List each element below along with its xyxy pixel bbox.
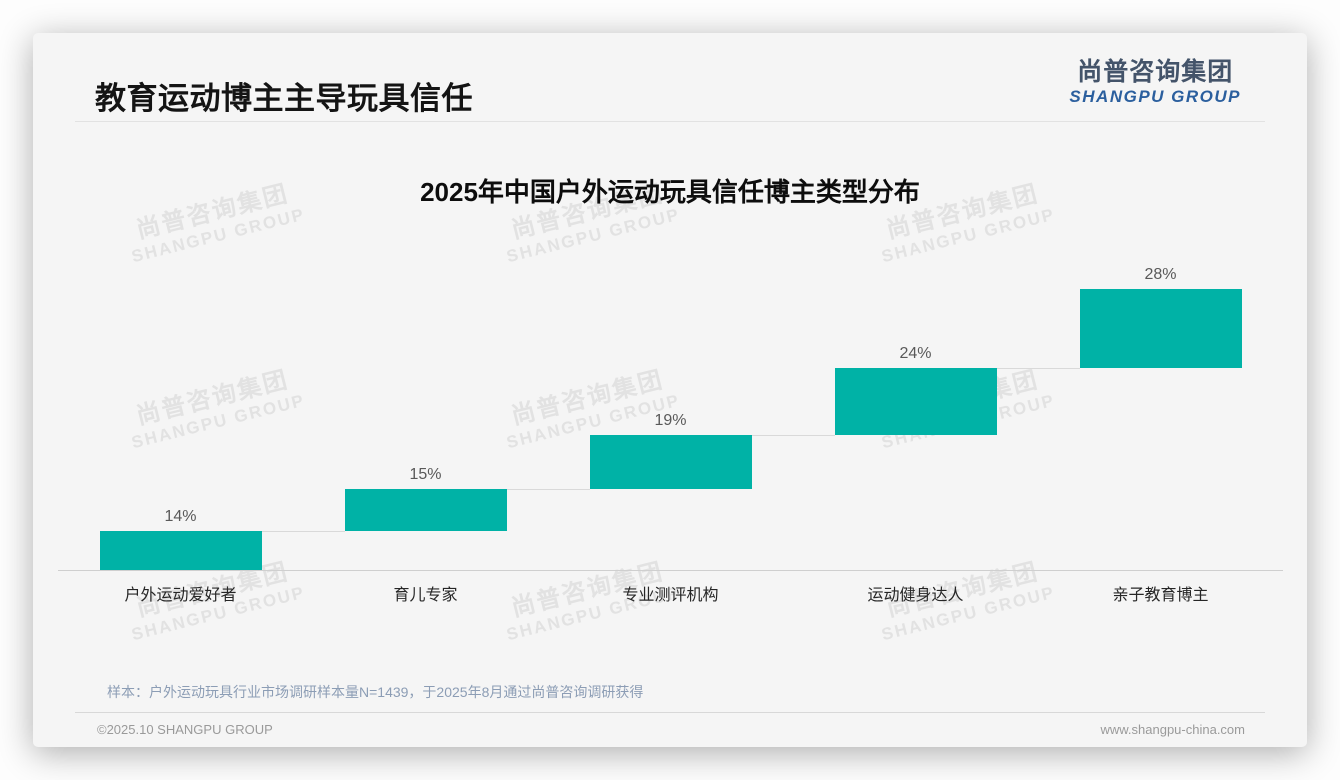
x-axis-line	[58, 570, 1283, 571]
bar-connector	[751, 435, 835, 437]
copyright-text: ©2025.10 SHANGPU GROUP	[97, 722, 273, 737]
bar-value-label: 14%	[164, 507, 197, 525]
report-card: 尚普咨询集团 SHANGPU GROUP 尚普咨询集团 SHANGPU GROUP 尚普…	[33, 33, 1307, 747]
bar-connector	[506, 488, 590, 490]
sample-note: 样本：户外运动玩具行业市场调研样本量N=1439，于2025年8月通过尚普咨询调…	[107, 684, 644, 700]
watermark-en-text: SHANGPU GROUP	[129, 204, 307, 266]
bar-value-label: 19%	[654, 412, 687, 430]
category-label: 运动健身达人	[867, 587, 964, 604]
category-label: 户外运动爱好者	[124, 587, 237, 604]
bar-connector	[996, 367, 1080, 369]
bar-connector	[261, 530, 345, 532]
page-title: 教育运动博主主导玩具信任	[95, 81, 473, 116]
waterfall-bar	[1079, 289, 1242, 368]
logo-en-text: SHANGPU GROUP	[1069, 86, 1241, 106]
category-label: 亲子教育博主	[1112, 587, 1209, 604]
bar-value-label: 15%	[409, 465, 442, 483]
chart-title: 2025年中国户外运动玩具信任博主类型分布	[420, 177, 920, 207]
footer-bar: ©2025.10 SHANGPU GROUP www.shangpu-china…	[97, 721, 1245, 739]
header-divider	[75, 121, 1265, 122]
logo-cn-text: 尚普咨询集团	[1077, 58, 1234, 86]
website-link[interactable]: www.shangpu-china.com	[1100, 722, 1245, 737]
waterfall-bar	[344, 488, 507, 531]
watermark-en-text: SHANGPU GROUP	[879, 204, 1057, 266]
category-label: 专业测评机构	[622, 587, 719, 604]
bar-value-label: 24%	[899, 344, 932, 362]
category-label: 育儿专家	[393, 587, 458, 604]
waterfall-bar	[99, 530, 262, 570]
waterfall-bar	[589, 435, 752, 489]
waterfall-bar	[834, 367, 997, 436]
bar-value-label: 28%	[1144, 266, 1177, 283]
company-logo: 尚普咨询集团 SHANGPU GROUP	[1069, 58, 1241, 107]
watermark-en-text: SHANGPU GROUP	[504, 204, 682, 266]
waterfall-chart: 14% 户外运动爱好者 15% 育儿专家 19% 专业测评机构 24% 运动健身达人 28% 亲子…	[58, 266, 1283, 604]
footer-divider	[75, 712, 1265, 713]
